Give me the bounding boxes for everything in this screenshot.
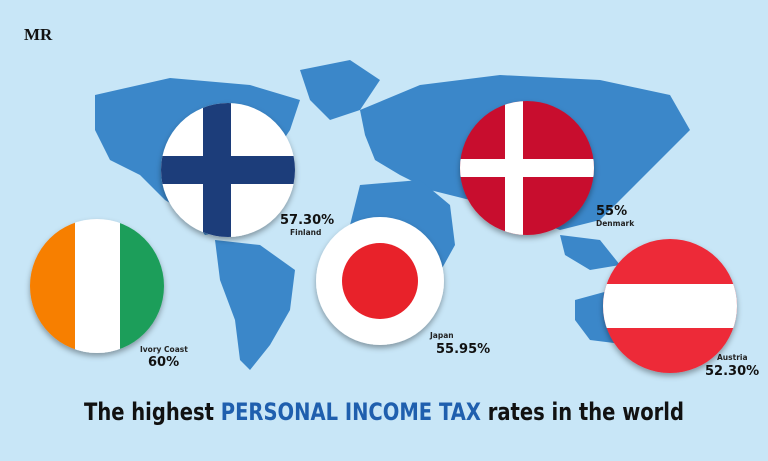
rate: 60% [148, 355, 179, 370]
country: Austria [717, 353, 748, 362]
title: The highest PERSONAL INCOME TAX rates in… [84, 398, 684, 426]
rate: 57.30% [280, 213, 334, 228]
flag-finland [161, 103, 295, 237]
rate: 55% [596, 204, 627, 219]
flag-denmark [460, 101, 594, 235]
country: Ivory Coast [140, 345, 188, 354]
logo: MR [24, 25, 53, 44]
country: Finland [290, 228, 321, 237]
flag-japan [316, 217, 444, 345]
title-highlight: PERSONAL INCOME TAX [221, 398, 482, 426]
country: Denmark [596, 219, 635, 228]
title-text: rates in the world [481, 398, 684, 426]
rate: 55.95% [436, 342, 490, 357]
flag-ivory-coast [30, 219, 164, 353]
country: Japan [429, 331, 454, 340]
title-text: The highest [84, 398, 221, 426]
rate: 52.30% [705, 364, 759, 379]
flag-austria [603, 239, 737, 373]
